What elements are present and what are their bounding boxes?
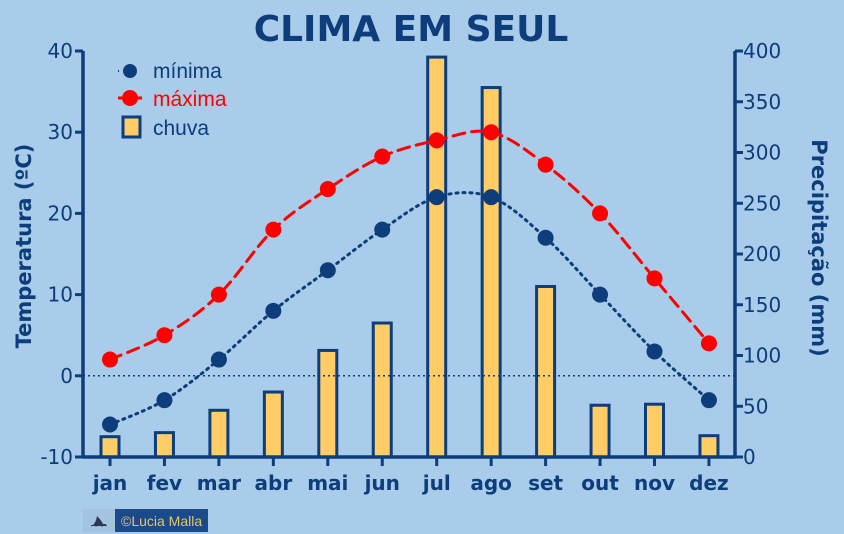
rain-bar (208, 408, 230, 459)
rain-bar (589, 403, 611, 459)
rain-bars (99, 55, 720, 459)
left-tick-label: 20 (48, 201, 73, 225)
legend-min-marker (123, 64, 137, 78)
rain-bar (153, 431, 175, 459)
right-tick-label: 150 (743, 293, 781, 317)
data-point (646, 270, 663, 287)
right-tick-label: 250 (743, 191, 781, 215)
legend-max-marker (122, 90, 138, 106)
rain-bar (99, 435, 121, 459)
month-label: abr (255, 471, 293, 495)
left-tick-label: 40 (48, 39, 73, 63)
rain-bar (262, 390, 284, 459)
data-point (700, 335, 717, 352)
left-tick-label: 10 (48, 283, 73, 307)
data-point (210, 351, 227, 368)
right-tick-label: 350 (743, 90, 781, 114)
data-point (102, 416, 118, 433)
data-point (102, 351, 118, 368)
data-point (156, 392, 173, 409)
rain-bar (371, 321, 393, 459)
rain-bar (480, 86, 502, 459)
month-label: jul (422, 471, 451, 495)
rain-bar (698, 434, 720, 459)
data-point (592, 286, 609, 303)
month-label: mai (307, 471, 348, 495)
data-point (319, 181, 336, 198)
data-point (265, 221, 282, 238)
data-point (374, 148, 391, 165)
legend-min-label: mínima (153, 60, 222, 83)
month-label: ago (470, 471, 512, 495)
legend-max-label: máxima (153, 88, 227, 111)
temperature-lines (102, 124, 717, 433)
month-label: set (528, 471, 563, 495)
month-label: nov (634, 471, 675, 495)
month-label: out (581, 471, 619, 495)
chart-title: CLIMA EM SEUL (254, 9, 569, 50)
month-label: jan (92, 471, 128, 495)
shark-fin-icon (83, 509, 115, 532)
month-label: dez (689, 471, 729, 495)
data-point (210, 286, 227, 303)
data-point (319, 262, 336, 279)
data-point (537, 156, 554, 173)
data-point (646, 343, 663, 360)
data-point (592, 205, 609, 222)
data-point (537, 229, 554, 246)
legend: mínima máxima chuva (118, 60, 227, 140)
data-point (483, 124, 500, 141)
left-tick-label: 30 (48, 120, 73, 144)
right-tick-label: 400 (743, 39, 781, 63)
rain-bar (426, 55, 448, 459)
month-label: jun (364, 471, 400, 495)
credit-badge: ©Lucia Malla (83, 509, 209, 532)
right-axis-title: Precipitação (mm) (807, 139, 831, 356)
rain-bar (535, 284, 557, 459)
right-tick-label: 0 (743, 445, 756, 469)
right-tick-label: 200 (743, 242, 781, 266)
rain-bar (644, 402, 665, 459)
rain-bar (317, 348, 339, 459)
min-temp-line (108, 191, 711, 427)
month-label: mar (197, 471, 241, 495)
max-temp-line (108, 129, 711, 362)
month-label: fev (147, 471, 182, 495)
data-point (265, 302, 282, 319)
right-tick-label: 100 (743, 344, 781, 368)
data-point (374, 221, 391, 238)
left-axis-title: Temperatura (ºC) (12, 144, 36, 349)
data-point (428, 189, 445, 206)
data-point (483, 189, 500, 206)
credit-text: ©Lucia Malla (115, 509, 209, 532)
legend-rain-swatch (121, 115, 142, 139)
data-point (700, 392, 717, 409)
left-tick-label: 0 (60, 364, 73, 388)
right-tick-label: 300 (743, 141, 781, 165)
legend-rain-label: chuva (153, 117, 209, 140)
right-tick-label: 50 (743, 394, 768, 418)
left-tick-label: -10 (40, 445, 73, 469)
data-point (156, 327, 173, 344)
data-point (428, 132, 445, 149)
